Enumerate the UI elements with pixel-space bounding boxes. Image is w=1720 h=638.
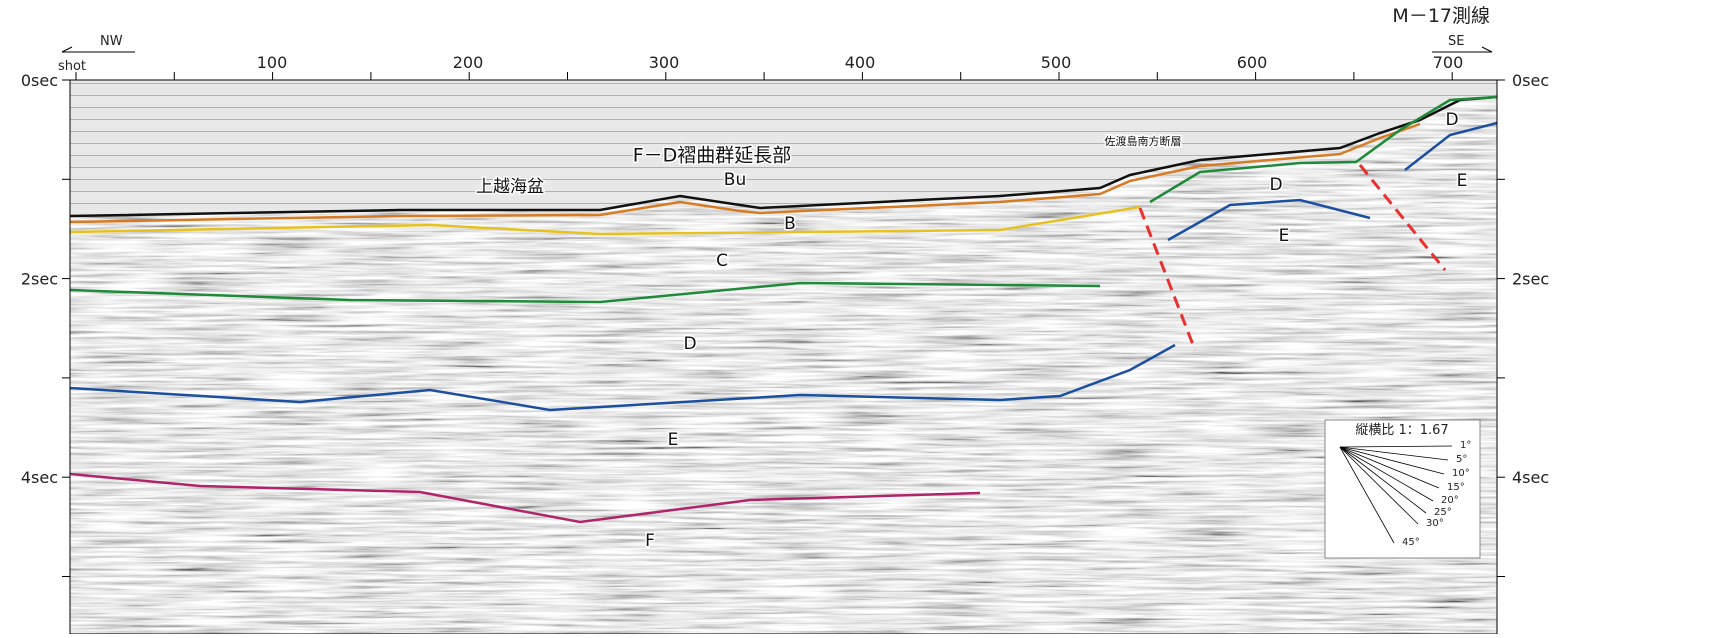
- left-tick-label: 0sec: [21, 71, 58, 90]
- label-bu: Bu: [724, 170, 746, 190]
- angle-label: 45°: [1402, 537, 1420, 548]
- fold-label: F－D褶曲群延長部: [633, 145, 792, 167]
- se: SE: [1448, 34, 1464, 49]
- angle-label: 1°: [1460, 440, 1471, 451]
- top-tick-label: 300: [649, 53, 680, 72]
- basin-label: 上越海盆: [476, 177, 544, 197]
- label-e-right: E: [1457, 171, 1468, 191]
- label-d: D: [683, 334, 696, 354]
- top-tick-label: 500: [1041, 53, 1072, 72]
- fault-label: 佐渡島南方断層: [1105, 134, 1182, 148]
- top-tick-label: 600: [1237, 53, 1268, 72]
- label-d-right: D: [1445, 110, 1458, 130]
- label-f: F: [645, 531, 655, 551]
- label-e-mid: E: [1279, 226, 1290, 246]
- top-tick-label: 100: [257, 53, 288, 72]
- left-tick-label: 4sec: [21, 468, 58, 487]
- angle-line: [1339, 446, 1419, 525]
- label-b: B: [784, 214, 796, 234]
- angle-label: 10°: [1452, 468, 1470, 479]
- angle-line: [1339, 446, 1395, 544]
- angle-label: 15°: [1447, 482, 1465, 493]
- scale-title: 縦横比 1：1.67: [1355, 423, 1448, 438]
- right-tick-label: 2sec: [1512, 270, 1549, 289]
- line-name: M－17測線: [1392, 5, 1490, 27]
- nw: NW: [100, 34, 123, 49]
- left-tick-label: 2sec: [21, 270, 58, 289]
- label-d-mid: D: [1269, 175, 1282, 195]
- top-tick-label: 400: [845, 53, 876, 72]
- angle-line: [1339, 446, 1445, 475]
- x-axis-label: shot: [58, 59, 86, 74]
- angle-label: 20°: [1441, 495, 1459, 506]
- water-column: [70, 80, 1497, 216]
- angle-label: 30°: [1426, 518, 1444, 529]
- angle-line: [1339, 446, 1449, 461]
- section: [70, 80, 1497, 634]
- top-tick-label: 700: [1433, 53, 1464, 72]
- horizons: [70, 95, 1497, 524]
- scale-box: 縦横比 1：1.67: [1324, 419, 1481, 559]
- angle-line: [1339, 446, 1434, 502]
- top-tick-label: 200: [453, 53, 484, 72]
- label-c: C: [716, 251, 728, 271]
- angle-label: 25°: [1434, 507, 1452, 518]
- angle-label: 5°: [1456, 454, 1467, 465]
- right-tick-label: 0sec: [1512, 71, 1549, 90]
- angle-line: [1339, 445, 1453, 448]
- right-tick-label: 4sec: [1512, 468, 1549, 487]
- label-e: E: [668, 430, 679, 450]
- angle-line: [1339, 446, 1427, 514]
- ticks: 100 200 300 400 500 600 700 0sec 2sec 4sec 0sec 2se…: [21, 53, 1549, 577]
- angle-line: [1339, 446, 1440, 489]
